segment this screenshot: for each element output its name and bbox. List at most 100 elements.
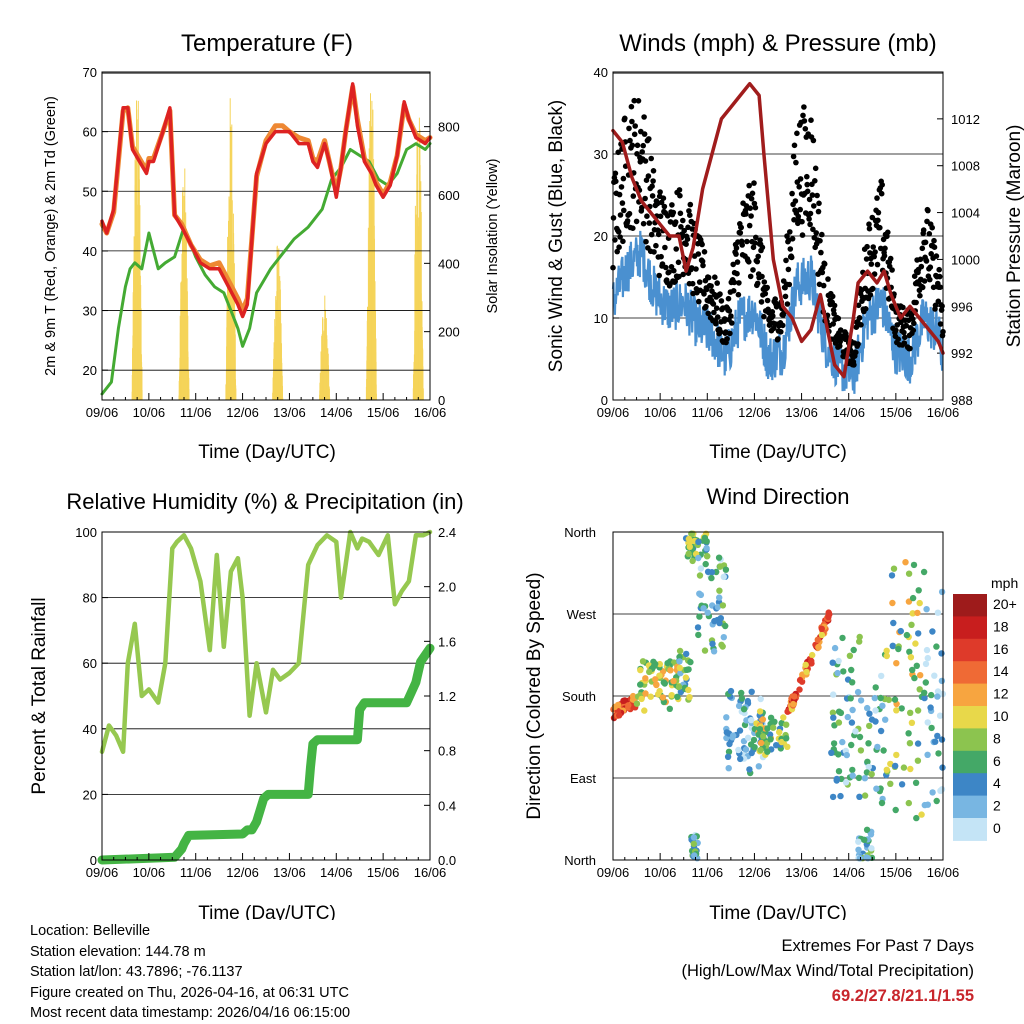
direction-point: [686, 694, 693, 701]
precip-ytick-right-label: 1.2: [438, 689, 456, 704]
gust-point: [937, 284, 943, 291]
direction-point: [756, 708, 764, 715]
direction-point: [840, 668, 847, 675]
legend-swatch: [953, 818, 987, 841]
temperature-ytick-label: 20: [83, 363, 97, 378]
direction-point: [835, 657, 842, 665]
gust-point: [670, 209, 677, 216]
gust-point: [931, 244, 938, 250]
temperature-ytick-label: 40: [83, 244, 97, 259]
direction-point: [856, 793, 863, 800]
direction-point: [704, 609, 711, 616]
direction-point: [849, 679, 856, 686]
gust-point: [867, 292, 874, 298]
direction-point: [852, 728, 859, 735]
direction-point: [667, 667, 674, 674]
direction-point: [818, 631, 826, 639]
direction-point: [912, 779, 920, 786]
direction-point: [889, 599, 896, 607]
direction-point: [756, 726, 764, 733]
direction-point: [748, 716, 755, 724]
direction-point: [751, 744, 758, 751]
direction-point: [916, 686, 923, 693]
direction-point: [905, 598, 913, 605]
direction-point: [743, 717, 750, 724]
gust-point: [683, 241, 689, 247]
direction-point: [932, 738, 939, 745]
direction-point: [780, 714, 787, 721]
gust-point: [677, 210, 684, 217]
direction-point: [848, 666, 855, 674]
winds-xtick-label: 13/06: [785, 405, 818, 420]
temp-2m-line: [100, 82, 432, 319]
direction-point: [927, 704, 934, 711]
direction-point: [855, 846, 862, 853]
gust-point: [733, 245, 740, 251]
direction-point: [933, 797, 940, 805]
direction-point: [783, 721, 790, 728]
direction-point: [893, 751, 900, 759]
gust-point: [807, 210, 814, 217]
gust-point: [649, 183, 655, 189]
direction-xtick-label: 13/06: [785, 865, 818, 880]
gust-point: [794, 130, 800, 137]
gust-point: [645, 173, 652, 179]
gust-point: [749, 190, 756, 197]
gust-point: [868, 261, 875, 267]
gust-point: [672, 219, 679, 225]
gust-point: [764, 297, 771, 304]
gust-point: [634, 151, 640, 157]
gust-point: [874, 261, 881, 268]
gust-point: [717, 329, 724, 335]
gust-point: [701, 291, 707, 297]
gust-point: [806, 216, 812, 222]
direction-point: [646, 668, 653, 676]
direction-point: [685, 535, 693, 543]
gust-point: [734, 259, 741, 265]
gust-point: [663, 264, 669, 271]
gust-point: [791, 217, 797, 223]
gust-point: [671, 267, 677, 274]
direction-point: [670, 677, 677, 685]
gust-point: [650, 178, 656, 184]
gust-point: [624, 218, 631, 224]
gust-point: [787, 246, 794, 252]
gust-point: [615, 229, 622, 235]
direction-point: [726, 740, 733, 748]
direction-point: [675, 683, 683, 690]
gust-point: [686, 208, 692, 214]
direction-point: [722, 622, 729, 630]
direction-point: [882, 716, 889, 723]
gust-point: [792, 198, 799, 204]
direction-point: [895, 645, 902, 653]
direction-point: [696, 572, 704, 579]
direction-point: [915, 587, 922, 594]
direction-point: [906, 740, 914, 747]
direction-point: [890, 619, 897, 627]
winds-xtick-label: 15/06: [880, 405, 913, 420]
gust-point: [802, 126, 809, 132]
gust-point: [863, 256, 870, 262]
gust-point: [640, 142, 646, 149]
winds-xtick-label: 16/06: [927, 405, 960, 420]
direction-point: [653, 681, 660, 688]
gust-point: [676, 187, 683, 193]
direction-point: [905, 799, 912, 807]
pressure-ytick-right-label: 1000: [951, 252, 980, 267]
gust-point: [746, 259, 752, 265]
pressure-ytick-right-label: 1012: [951, 112, 980, 127]
gust-point: [807, 221, 813, 228]
direction-point: [738, 695, 746, 702]
gust-point: [870, 244, 876, 250]
direction-point: [783, 735, 790, 742]
gust-point: [806, 196, 813, 203]
direction-point: [900, 764, 908, 771]
winds-ytick-label: 30: [594, 147, 608, 162]
direction-point: [915, 630, 922, 637]
direction-point: [687, 658, 694, 666]
precipitation-line: [97, 643, 435, 865]
gust-point: [936, 266, 942, 273]
gust-point: [778, 329, 784, 335]
direction-point: [907, 654, 915, 661]
direction-point: [616, 712, 623, 719]
